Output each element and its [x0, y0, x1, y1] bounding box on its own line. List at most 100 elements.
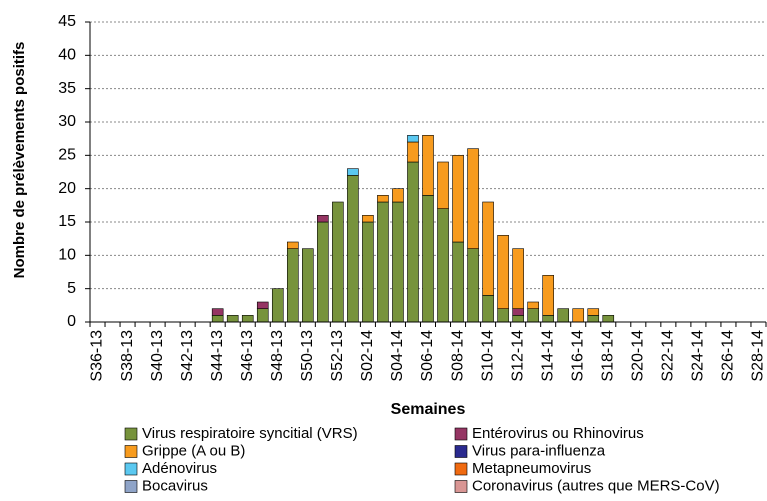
- bar-segment: [211, 315, 224, 323]
- legend-swatch: [124, 445, 138, 458]
- x-tick-label: S10-14: [479, 330, 496, 382]
- x-tick-label: S22-14: [660, 330, 677, 382]
- y-tick-label: 10: [58, 247, 76, 264]
- bar-segment: [362, 215, 374, 223]
- bar-segment: [422, 195, 434, 323]
- bar-segment: [377, 201, 389, 323]
- bar-segment: [482, 295, 494, 323]
- x-tick-label: S12-14: [509, 330, 526, 382]
- bar-segment: [497, 308, 509, 323]
- bar-segment: [226, 315, 239, 323]
- bar-segment: [437, 208, 449, 323]
- legend-swatch: [454, 445, 468, 458]
- bar-segment: [467, 148, 479, 249]
- x-axis-title: Semaines: [391, 401, 466, 418]
- y-tick-label: 20: [58, 180, 76, 197]
- bar-segment: [407, 135, 419, 143]
- bar-segment: [407, 141, 419, 163]
- bar-segment: [377, 195, 389, 203]
- bar-segment: [286, 241, 299, 249]
- legend-label: Metapneumovirus: [472, 460, 591, 477]
- legend-swatch: [124, 480, 138, 493]
- bar-segment: [437, 161, 449, 209]
- bar-segment: [211, 308, 224, 316]
- y-tick-label: 40: [58, 47, 76, 64]
- x-tick-label: S02-14: [359, 330, 376, 382]
- legend-label: Entérovirus ou Rhinovirus: [472, 425, 644, 442]
- legend-label: Bocavirus: [142, 477, 208, 494]
- bar-segment: [542, 315, 554, 323]
- y-tick-label: 30: [58, 113, 76, 130]
- bar-segment: [512, 248, 524, 309]
- x-tick-label: S46-13: [239, 330, 256, 382]
- bar-segment: [392, 201, 404, 323]
- x-tick-label: S44-13: [209, 330, 226, 382]
- bar-segment: [527, 301, 539, 309]
- x-tick-label: S52-13: [329, 330, 346, 382]
- y-tick-label: 25: [58, 147, 76, 164]
- x-tick-label: S24-14: [690, 330, 707, 382]
- bar-segment: [587, 315, 600, 323]
- x-tick-label: S28-14: [750, 330, 767, 382]
- y-tick-label: 15: [58, 213, 76, 230]
- y-tick-label: 0: [67, 313, 76, 330]
- x-tick-label: S26-14: [720, 330, 737, 382]
- x-tick-label: S40-13: [149, 330, 166, 382]
- x-tick-label: S48-13: [269, 330, 286, 382]
- bar-segment: [512, 315, 524, 323]
- bar-segment: [332, 201, 344, 323]
- legend-label: Adénovirus: [142, 460, 217, 477]
- x-tick-label: S08-14: [449, 330, 466, 382]
- legend-label: Coronavirus (autres que MERS-CoV): [472, 477, 720, 494]
- bar-segment: [256, 308, 269, 323]
- x-tick-label: S16-14: [569, 330, 586, 382]
- bar-segment: [512, 308, 524, 316]
- legend-label: Grippe (A ou B): [142, 442, 245, 459]
- bar-segment: [317, 221, 329, 323]
- x-tick-label: S18-14: [599, 330, 616, 382]
- legend-swatch: [454, 480, 468, 493]
- x-tick-label: S04-14: [389, 330, 406, 382]
- x-tick-label: S42-13: [179, 330, 196, 382]
- bar-segment: [467, 248, 479, 323]
- bar-segment: [572, 308, 585, 323]
- bar-segment: [542, 275, 554, 316]
- bar-segment: [452, 155, 464, 243]
- bar-segment: [422, 135, 434, 196]
- x-tick-label: S06-14: [419, 330, 436, 382]
- legend-swatch: [124, 462, 138, 476]
- bar-segment: [347, 168, 359, 176]
- legend-swatch: [454, 427, 468, 441]
- legend-swatch: [124, 427, 138, 441]
- bar-segment: [587, 308, 600, 316]
- bar-segment: [317, 215, 329, 223]
- bar-segment: [452, 241, 464, 323]
- legend-swatch: [454, 462, 468, 476]
- bar-segment: [241, 315, 254, 323]
- bar-segment: [557, 308, 570, 323]
- bar-segment: [256, 301, 269, 309]
- bar-segment: [497, 235, 509, 309]
- bar-segment: [271, 288, 284, 323]
- bar-segment: [302, 248, 314, 323]
- bar-segment: [527, 308, 539, 323]
- bar-segment: [602, 315, 615, 323]
- legend-label: Virus para-influenza: [472, 442, 606, 459]
- bar-segment: [347, 175, 359, 323]
- y-tick-label: 45: [58, 13, 76, 30]
- x-tick-label: S14-14: [539, 330, 556, 382]
- bar-segment: [362, 221, 374, 323]
- bar-segment: [407, 161, 419, 323]
- bar-segment: [482, 201, 494, 296]
- x-tick-label: S38-13: [119, 330, 136, 382]
- bar-segment: [392, 188, 404, 203]
- x-tick-label: S36-13: [89, 330, 106, 382]
- y-tick-label: 5: [67, 280, 76, 297]
- x-tick-label: S20-14: [630, 330, 647, 382]
- x-tick-label: S50-13: [299, 330, 316, 382]
- y-axis-title: Nombre de prélèvements positifs: [11, 42, 28, 279]
- bar-segment: [286, 248, 299, 323]
- legend-label: Virus respiratoire syncitial (VRS): [142, 425, 358, 442]
- y-tick-label: 35: [58, 80, 76, 97]
